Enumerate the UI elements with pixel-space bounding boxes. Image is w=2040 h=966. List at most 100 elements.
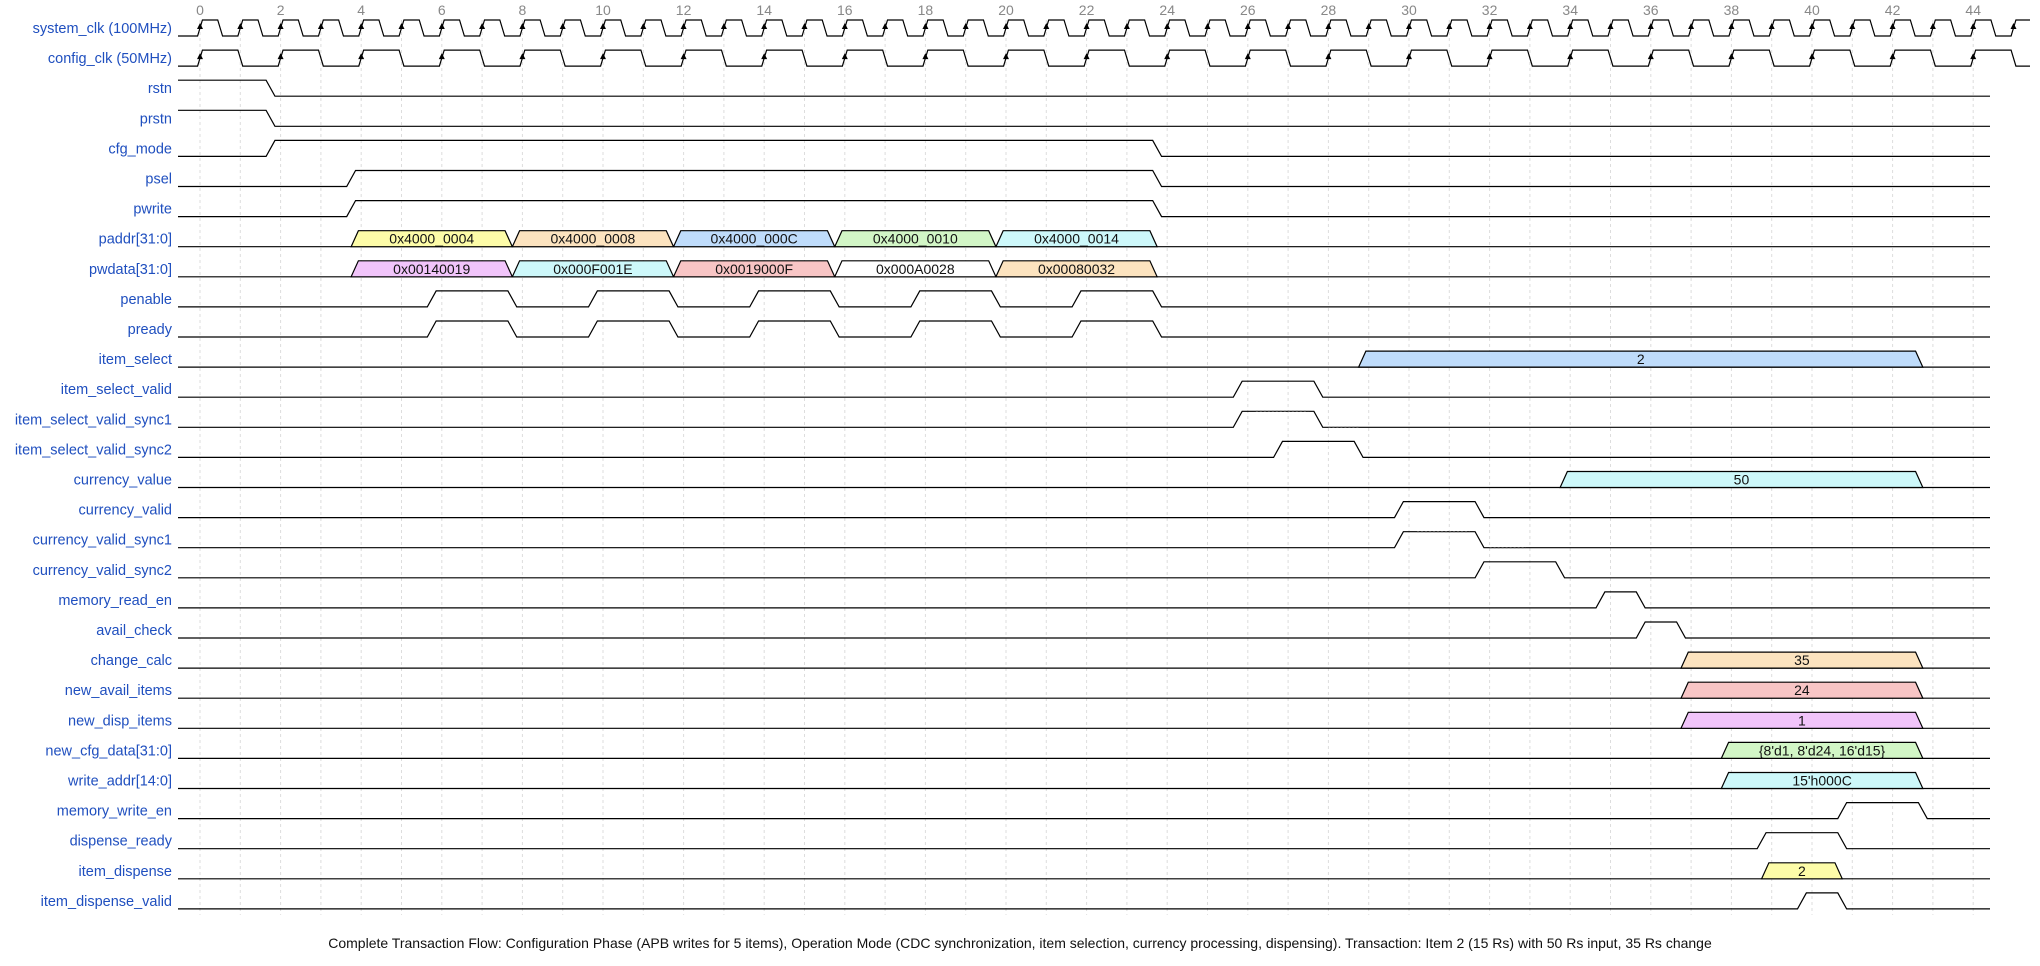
signal-trace xyxy=(178,892,1990,910)
waveform-change-calc: 35 xyxy=(178,651,1990,669)
bus-value-label: 0x000A0028 xyxy=(876,261,955,277)
time-tick-label: 36 xyxy=(1643,2,1659,18)
waveform-write-addr-14-0: 15'h000C xyxy=(178,771,1990,790)
rising-edge-arrow xyxy=(1526,23,1533,29)
rising-edge-arrow xyxy=(1889,53,1896,60)
bus-segment xyxy=(833,260,997,278)
rising-edge-arrow xyxy=(197,53,203,60)
signal-name-new-cfg-data-31-0: new_cfg_data[31:0] xyxy=(45,743,172,759)
time-tick-label: 44 xyxy=(1965,2,1981,18)
bus-value-label: 15'h000C xyxy=(1792,773,1852,789)
rising-edge-arrow xyxy=(1083,23,1090,29)
rising-edge-arrow xyxy=(680,53,687,60)
waveform-item-select-valid-sync2 xyxy=(178,440,1990,458)
rising-edge-arrow xyxy=(398,23,405,29)
rising-edge-arrow xyxy=(1003,53,1009,60)
time-tick-label: 28 xyxy=(1321,2,1337,18)
waveform-config-clk-50mhz xyxy=(178,49,2030,67)
bus-value-label: 0x00140019 xyxy=(393,261,470,277)
rising-edge-arrow xyxy=(1164,23,1171,29)
bus-value-label: 0x00080032 xyxy=(1038,261,1115,277)
rising-edge-arrow xyxy=(1809,23,1815,29)
waveform-pwdata-31-0: 0x00140019 0x000F001E 0x0019000F 0x000A0028… xyxy=(178,260,1990,278)
time-tick-label: 16 xyxy=(837,2,853,18)
rising-edge-arrow xyxy=(1809,53,1815,60)
bus-segment xyxy=(350,260,514,278)
waveform-memory-read-en xyxy=(178,591,1990,609)
rising-edge-arrow xyxy=(922,53,929,60)
rising-edge-arrow xyxy=(1446,23,1453,29)
waveform-system-clk-100mhz xyxy=(178,19,2030,37)
rising-edge-arrow xyxy=(519,23,526,29)
rising-edge-arrow xyxy=(600,23,606,29)
signal-name-pwdata-31-0: pwdata[31:0] xyxy=(89,262,172,278)
rising-edge-arrow xyxy=(1889,23,1896,29)
rising-edge-arrow xyxy=(1123,23,1130,29)
waveform-currency-valid-sync1 xyxy=(178,531,1990,549)
rising-edge-arrow xyxy=(1244,53,1251,60)
signal-name-cfg-mode: cfg_mode xyxy=(108,141,172,157)
waveform-currency-valid-sync2 xyxy=(178,561,1990,579)
bus-value-label: 0x4000_0004 xyxy=(389,231,474,247)
rising-edge-arrow xyxy=(801,23,808,29)
time-tick-label: 12 xyxy=(676,2,692,18)
rising-edge-arrow xyxy=(197,23,203,29)
signal-trace xyxy=(178,621,1990,639)
bus-segment xyxy=(672,230,836,248)
bus-segment xyxy=(994,230,1159,248)
rising-edge-arrow xyxy=(1728,23,1735,29)
rising-edge-arrow xyxy=(1728,53,1735,60)
rising-edge-arrow xyxy=(358,53,365,60)
signal-name-item-dispense: item_dispense xyxy=(79,864,173,880)
rising-edge-arrow xyxy=(600,53,606,60)
bus-segment xyxy=(511,260,675,278)
signal-name-prstn: prstn xyxy=(140,111,172,127)
bus-segment xyxy=(1680,651,1924,669)
rising-edge-arrow xyxy=(1164,53,1171,60)
rising-edge-arrow xyxy=(1849,23,1856,29)
signal-name-item-dispense-valid: item_dispense_valid xyxy=(41,894,172,910)
time-tick-label: 4 xyxy=(357,2,365,18)
signal-name-memory-write-en: memory_write_en xyxy=(57,804,172,820)
rising-edge-arrow xyxy=(841,23,848,29)
bus-value-label: 0x000F001E xyxy=(553,261,632,277)
rising-edge-arrow xyxy=(1204,23,1211,29)
rising-edge-arrow xyxy=(1043,23,1050,29)
signal-trace xyxy=(178,440,1990,458)
rising-edge-arrow xyxy=(277,53,284,60)
bus-segment xyxy=(1357,350,1924,368)
time-tick-label: 26 xyxy=(1240,2,1256,18)
clock-trace xyxy=(178,19,2030,37)
time-tick-label: 14 xyxy=(756,2,772,18)
signal-name-dispense-ready: dispense_ready xyxy=(70,834,173,850)
signal-trace xyxy=(178,200,1990,218)
waveform-prstn xyxy=(178,109,1990,127)
signal-name-item-select-valid: item_select_valid xyxy=(61,382,172,398)
signal-name-config-clk-50mhz: config_clk (50MHz) xyxy=(48,51,172,67)
waveform-new-cfg-data-31-0: {8'd1, 8'd24, 16'd15} xyxy=(178,741,1990,760)
waveform-item-select-valid xyxy=(178,380,1990,398)
rising-edge-arrow xyxy=(438,53,445,60)
bus-segment xyxy=(672,260,836,278)
signal-trace xyxy=(178,832,1990,850)
rising-edge-arrow xyxy=(922,23,929,29)
waveform-currency-valid xyxy=(178,501,1990,519)
time-tick-label: 22 xyxy=(1079,2,1095,18)
signal-trace xyxy=(178,561,1990,579)
rising-edge-arrow xyxy=(317,23,324,29)
bus-value-label: 1 xyxy=(1798,712,1806,728)
rising-edge-arrow xyxy=(1244,23,1251,29)
bus-value-label: 35 xyxy=(1794,652,1810,668)
rising-edge-arrow xyxy=(640,23,647,29)
waveform-item-select: 2 xyxy=(178,350,1990,368)
rising-edge-arrow xyxy=(1567,53,1574,60)
waveform-item-dispense: 2 xyxy=(178,862,1990,880)
waveform-psel xyxy=(178,169,1990,188)
signal-name-pready: pready xyxy=(128,322,173,338)
signal-name-currency-valid-sync2: currency_valid_sync2 xyxy=(33,563,172,579)
time-tick-label: 6 xyxy=(438,2,446,18)
rising-edge-arrow xyxy=(1285,23,1292,29)
signal-trace xyxy=(178,139,1990,157)
signal-name-penable: penable xyxy=(120,292,172,308)
